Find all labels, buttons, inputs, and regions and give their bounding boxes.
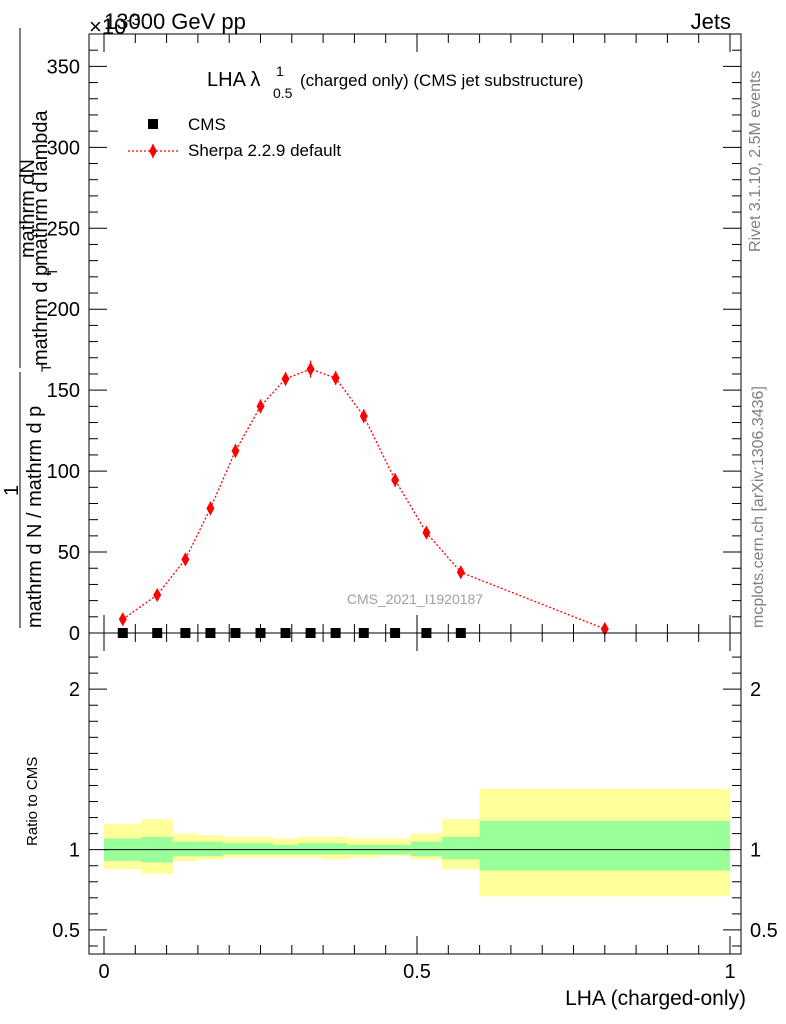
main-y-tick-label: 350 bbox=[47, 56, 80, 78]
sherpa-point bbox=[118, 612, 127, 627]
main-y-label: mathrm dN mathrm d p T mathrm d lambda 1… bbox=[1, 28, 60, 628]
sherpa-point bbox=[331, 371, 340, 386]
main-y-tick-label: 150 bbox=[47, 380, 80, 402]
sherpa-series bbox=[118, 360, 609, 636]
y-label-top3: mathrm d lambda bbox=[30, 110, 52, 266]
watermark: CMS_2021_I1920187 bbox=[347, 591, 483, 607]
main-y-tick-label: 0 bbox=[69, 623, 80, 645]
y-label-bottom: mathrm d N / mathrm d p bbox=[24, 406, 46, 628]
main-y-tick-label: 250 bbox=[47, 218, 80, 240]
sherpa-point bbox=[281, 371, 290, 386]
ratio-y-tick-label: 1 bbox=[69, 840, 80, 862]
ratio-band-inner bbox=[442, 836, 480, 860]
sherpa-point bbox=[256, 399, 265, 414]
sherpa-point bbox=[456, 565, 465, 580]
sherpa-line bbox=[122, 368, 606, 630]
sherpa-point bbox=[359, 409, 368, 424]
x-tick-label: 0.5 bbox=[403, 961, 431, 983]
ratio-y-tick-label: 2 bbox=[69, 679, 80, 701]
main-title-sup: 1 bbox=[276, 63, 284, 79]
main-y-tick-label: 50 bbox=[58, 542, 80, 564]
header-right: Jets bbox=[691, 9, 731, 34]
legend: CMS Sherpa 2.2.9 default bbox=[128, 115, 341, 160]
y-label-bottom-sub: T bbox=[38, 363, 54, 372]
main-y-tick-label: 200 bbox=[47, 299, 80, 321]
ratio-band-inner bbox=[247, 843, 274, 855]
legend-cms-marker bbox=[148, 119, 158, 129]
ratio-y-ticks: 0.5 0.5 1 1 2 2 bbox=[52, 656, 778, 947]
ratio-y-tick-label-right: 1 bbox=[750, 840, 761, 862]
x-tick-label: 1 bbox=[724, 961, 735, 983]
sherpa-point bbox=[422, 525, 431, 540]
sherpa-point bbox=[391, 473, 400, 488]
sherpa-point bbox=[231, 443, 240, 458]
ratio-y-tick-label-right: 0.5 bbox=[750, 920, 778, 942]
ratio-band-inner bbox=[479, 820, 730, 871]
ratio-y-tick-label-right: 2 bbox=[750, 679, 761, 701]
main-title: LHA λ bbox=[207, 69, 260, 91]
ratio-panel: 0.5 0.51 12 2 0 0.5 1 Ratio to CMS LHA (charg… bbox=[24, 632, 778, 1010]
main-title-rest: (charged only) (CMS jet substructure) bbox=[300, 71, 583, 90]
rivet-label: Rivet 3.1.10, 2.5M events bbox=[747, 71, 764, 252]
header-left: 13000 GeV pp bbox=[104, 9, 246, 34]
sherpa-point bbox=[600, 621, 609, 636]
y-label-top: mathrm dN bbox=[17, 159, 39, 258]
ratio-y-tick-label: 0.5 bbox=[52, 920, 80, 942]
ratio-band-inner bbox=[222, 843, 248, 855]
y-label-one: 1 bbox=[1, 485, 23, 496]
sherpa-point bbox=[181, 552, 190, 567]
ratio-frame bbox=[88, 632, 742, 955]
main-title-sub: 0.5 bbox=[273, 85, 293, 101]
y-exponent: ×10-3 bbox=[89, 12, 141, 39]
sherpa-point bbox=[306, 362, 315, 377]
ratio-y-label: Ratio to CMS bbox=[24, 757, 41, 846]
main-y-tick-label: 100 bbox=[47, 461, 80, 483]
legend-cms-label: CMS bbox=[188, 115, 226, 134]
ratio-band-inner bbox=[410, 841, 443, 857]
ratio-band-inner bbox=[298, 843, 324, 855]
legend-sherpa-label: Sherpa 2.2.9 default bbox=[188, 141, 341, 160]
ratio-band-inner bbox=[197, 841, 223, 857]
ratio-x-ticks: 0 0.5 1 bbox=[98, 633, 736, 983]
main-y-tick-label: 300 bbox=[47, 137, 80, 159]
legend-sherpa-marker bbox=[149, 144, 157, 158]
x-tick-label: 0 bbox=[98, 961, 109, 983]
sherpa-point bbox=[206, 501, 215, 516]
mcplots-label: mcplots.cern.ch [arXiv:1306.3436] bbox=[750, 386, 767, 628]
sherpa-point bbox=[153, 587, 162, 602]
ratio-band-inner bbox=[172, 841, 198, 857]
ratio-bands bbox=[104, 788, 730, 897]
main-frame bbox=[88, 33, 742, 634]
x-axis-label: LHA (charged-only) bbox=[565, 987, 746, 1010]
y-label-top2: mathrm d p bbox=[30, 265, 52, 366]
main-y-ticks: 0 50 100 150 200 250 300 350 bbox=[47, 33, 741, 645]
y-label-top-sub: T bbox=[44, 267, 60, 276]
ratio-band-inner bbox=[323, 843, 349, 855]
